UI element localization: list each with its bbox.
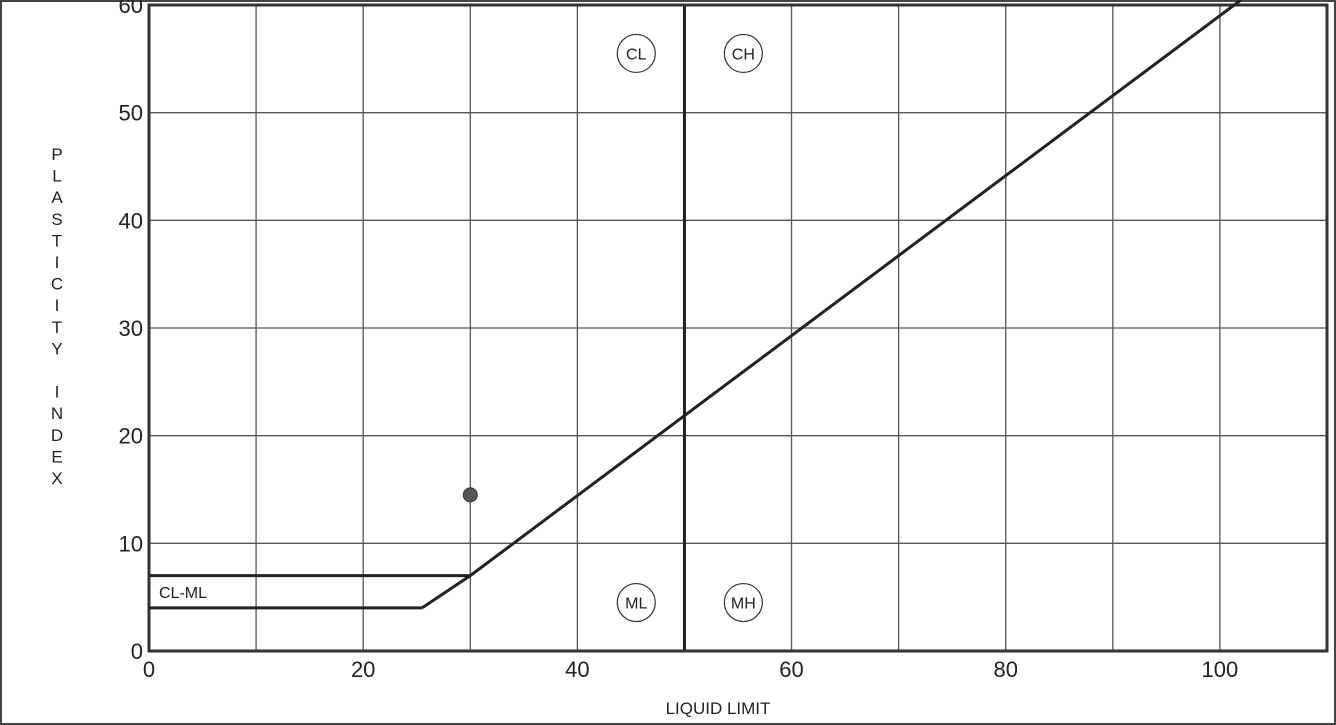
x-tick-label: 40 [565, 657, 589, 682]
y-axis-label-letter: S [51, 210, 62, 229]
x-tick-label: 100 [1202, 657, 1239, 682]
a-line [421, 0, 1243, 610]
y-tick-label: 40 [119, 208, 143, 233]
x-tick-label: 80 [993, 657, 1017, 682]
zone-circle [723, 33, 763, 74]
y-axis-label-letter: I [55, 296, 60, 315]
y-axis-label-letter: L [52, 167, 61, 186]
y-tick-label: 20 [119, 424, 143, 449]
y-tick-label: 50 [119, 101, 143, 126]
x-tick-label: 20 [351, 657, 375, 682]
y-axis-label-letter: T [52, 318, 62, 337]
zone-label: ML [625, 596, 647, 613]
a-line-path [421, 0, 1243, 610]
zone-label: CL [626, 46, 647, 63]
y-tick-label: 0 [131, 639, 143, 664]
zone-cl: CL [616, 33, 656, 74]
axis-tick-labels: 0 20 40 60 80 100 0 10 20 30 40 50 60 [119, 0, 1239, 682]
y-tick-label: 10 [119, 531, 143, 556]
zone-mh: MH [723, 582, 763, 623]
y-axis-label-letter: I [55, 253, 60, 272]
plot-area [147, 3, 1329, 653]
y-axis-label-letter: E [51, 447, 62, 466]
zone-circle [616, 33, 656, 74]
y-axis-label-letter: A [51, 188, 63, 207]
y-axis-label-letter: C [51, 275, 63, 294]
y-axis-label-letter: I [55, 383, 60, 402]
cl-ml-band: CL-ML [149, 574, 471, 610]
y-tick-label: 30 [119, 316, 143, 341]
x-tick-label: 60 [779, 657, 803, 682]
y-axis-label-letter: T [52, 231, 62, 250]
y-axis-label-letter: P [51, 145, 62, 164]
y-axis-label-letter: D [51, 426, 63, 445]
cl-ml-label: CL-ML [159, 585, 207, 602]
data-points [462, 487, 478, 503]
x-axis-label: LIQUID LIMIT [666, 699, 771, 718]
zone-ml: ML [616, 582, 656, 623]
zone-circle [723, 582, 763, 623]
soil-zones: CL CH ML MH [616, 33, 763, 623]
y-axis-label-letter: Y [51, 339, 62, 358]
y-axis-label-letter: X [51, 469, 62, 488]
data-point [462, 487, 478, 503]
zone-label: MH [731, 596, 756, 613]
x-tick-label: 0 [143, 657, 155, 682]
zone-circle [616, 582, 656, 623]
gridlines [149, 5, 1327, 651]
y-axis-label-letter: N [51, 404, 63, 423]
zone-ch: CH [723, 33, 763, 74]
zone-label: CH [732, 46, 755, 63]
y-tick-label: 60 [119, 0, 143, 18]
